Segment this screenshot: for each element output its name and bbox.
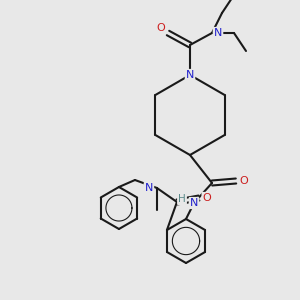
Text: N: N: [145, 183, 153, 193]
Text: N: N: [190, 198, 198, 208]
Text: O: O: [240, 176, 248, 186]
Text: N: N: [186, 70, 194, 80]
Text: N: N: [214, 28, 222, 38]
Text: O: O: [202, 193, 211, 203]
Text: H: H: [178, 194, 186, 204]
Text: O: O: [157, 23, 165, 33]
